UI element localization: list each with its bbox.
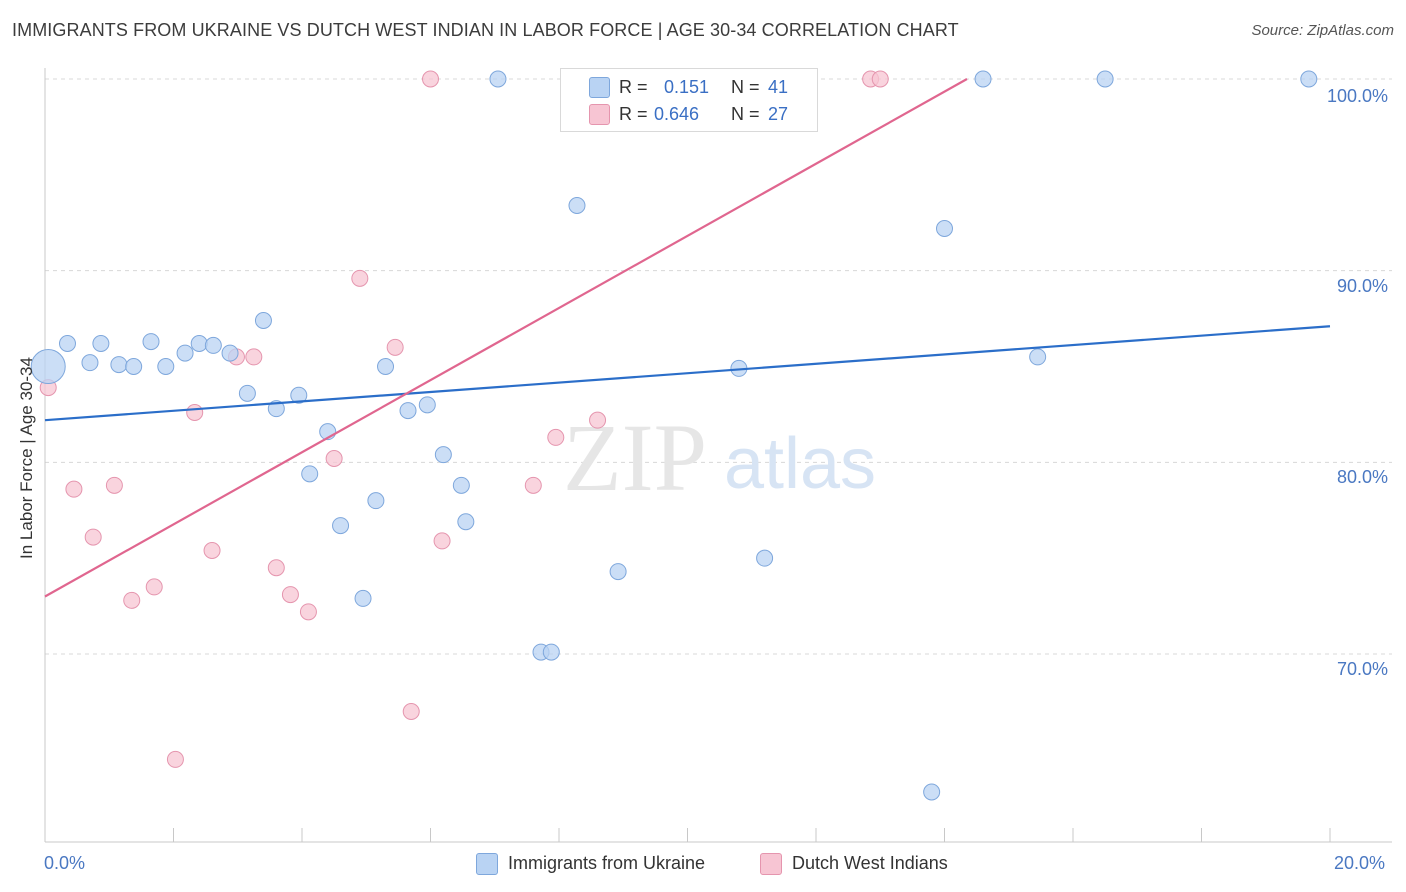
data-point xyxy=(542,643,560,661)
data-point xyxy=(299,603,317,621)
data-point xyxy=(524,476,542,494)
data-point xyxy=(434,446,452,464)
data-point xyxy=(433,532,451,550)
data-point xyxy=(110,356,128,374)
data-point xyxy=(204,336,222,354)
data-point xyxy=(386,338,404,356)
data-point xyxy=(332,517,350,535)
series-ukraine-points xyxy=(30,70,1318,801)
data-point xyxy=(267,559,285,577)
data-point xyxy=(589,411,607,429)
data-point xyxy=(30,349,66,384)
data-point xyxy=(65,480,83,498)
data-point xyxy=(489,70,507,88)
data-point xyxy=(609,563,627,581)
data-point xyxy=(125,358,143,375)
legend-swatch-dutch-west-indians xyxy=(589,104,610,125)
data-point xyxy=(325,450,343,467)
data-point xyxy=(422,70,439,88)
bottom-legend-label-ukraine: Immigrants from Ukraine xyxy=(508,853,706,873)
data-point xyxy=(1096,70,1114,88)
data-point xyxy=(145,578,163,596)
trend-lines xyxy=(44,78,1331,598)
data-point xyxy=(377,358,395,375)
data-point xyxy=(84,528,102,546)
data-point xyxy=(354,589,372,607)
data-point xyxy=(157,358,175,375)
data-point xyxy=(547,428,565,446)
legend-r-value: 0.151 xyxy=(664,76,710,97)
data-point xyxy=(221,344,239,362)
y-tick-label-100: 100.0% xyxy=(1327,86,1389,106)
data-point xyxy=(974,70,992,88)
data-point xyxy=(142,333,160,351)
data-point xyxy=(166,750,184,768)
data-point xyxy=(245,348,263,366)
stats-legend: R = 0.151 N = 41 R = 0.646 N = 27 xyxy=(560,68,818,132)
legend-n-label: N = xyxy=(731,103,760,124)
data-point xyxy=(1300,70,1318,88)
trend-line-ukraine xyxy=(44,325,1331,422)
trend-line-dutch-west-indians xyxy=(44,78,968,598)
x-tick-label-0: 0.0% xyxy=(44,853,86,873)
data-point xyxy=(92,335,110,352)
y-axis-label: In Labor Force | Age 30-34 xyxy=(17,357,36,559)
legend-r-value: 0.646 xyxy=(654,103,700,124)
legend-row-dutch-west-indians: R = 0.646 N = 27 xyxy=(561,102,817,126)
data-point xyxy=(281,586,299,604)
watermark: ZIP atlas xyxy=(563,404,876,511)
data-point xyxy=(452,476,470,494)
data-point xyxy=(267,400,285,418)
data-point xyxy=(105,476,123,494)
legend-swatch-ukraine xyxy=(589,77,610,98)
data-point xyxy=(402,703,420,720)
watermark-atlas: atlas xyxy=(724,424,876,504)
legend-n-value: 41 xyxy=(768,76,789,97)
data-point xyxy=(81,354,99,372)
data-point xyxy=(123,591,141,609)
data-point xyxy=(186,404,204,421)
chart-title: IMMIGRANTS FROM UKRAINE VS DUTCH WEST IN… xyxy=(12,20,959,40)
bottom-legend-swatch-ukraine xyxy=(476,853,498,875)
data-point xyxy=(203,542,221,559)
data-point xyxy=(568,197,586,214)
bottom-legend-label-dutch-west-indians: Dutch West Indians xyxy=(792,853,948,873)
data-point xyxy=(1029,348,1047,366)
data-point xyxy=(756,549,774,567)
data-point xyxy=(367,492,385,510)
y-tick-label-70: 70.0% xyxy=(1337,659,1389,679)
data-point xyxy=(238,384,256,402)
x-tick-label-1: 20.0% xyxy=(1334,853,1386,873)
y-tick-label-80: 80.0% xyxy=(1337,467,1389,487)
data-point xyxy=(936,220,953,237)
legend-n-value: 27 xyxy=(768,103,789,124)
grid-layer xyxy=(45,78,1392,655)
data-point xyxy=(254,312,272,329)
data-point xyxy=(457,513,475,531)
data-point xyxy=(399,402,417,420)
series-dutch-west-indians-points xyxy=(39,70,889,768)
legend-r-label: R = xyxy=(619,103,648,124)
data-point xyxy=(418,396,436,414)
data-point xyxy=(176,344,194,362)
data-point xyxy=(58,335,76,352)
data-point xyxy=(290,386,308,404)
y-tick-label-90: 90.0% xyxy=(1337,276,1389,296)
data-point xyxy=(190,335,208,352)
legend-n-label: N = xyxy=(731,76,760,97)
data-point xyxy=(871,70,889,88)
source-label: Source: ZipAtlas.com xyxy=(1251,22,1394,39)
data-point xyxy=(923,783,941,801)
axis-layer xyxy=(44,68,1392,843)
data-point xyxy=(301,465,319,483)
bottom-legend-swatch-dutch-west-indians xyxy=(760,853,782,875)
data-point xyxy=(351,269,369,287)
legend-r-label: R = xyxy=(619,76,648,97)
legend-row-ukraine: R = 0.151 N = 41 xyxy=(561,75,817,99)
watermark-zip: ZIP xyxy=(563,404,707,511)
